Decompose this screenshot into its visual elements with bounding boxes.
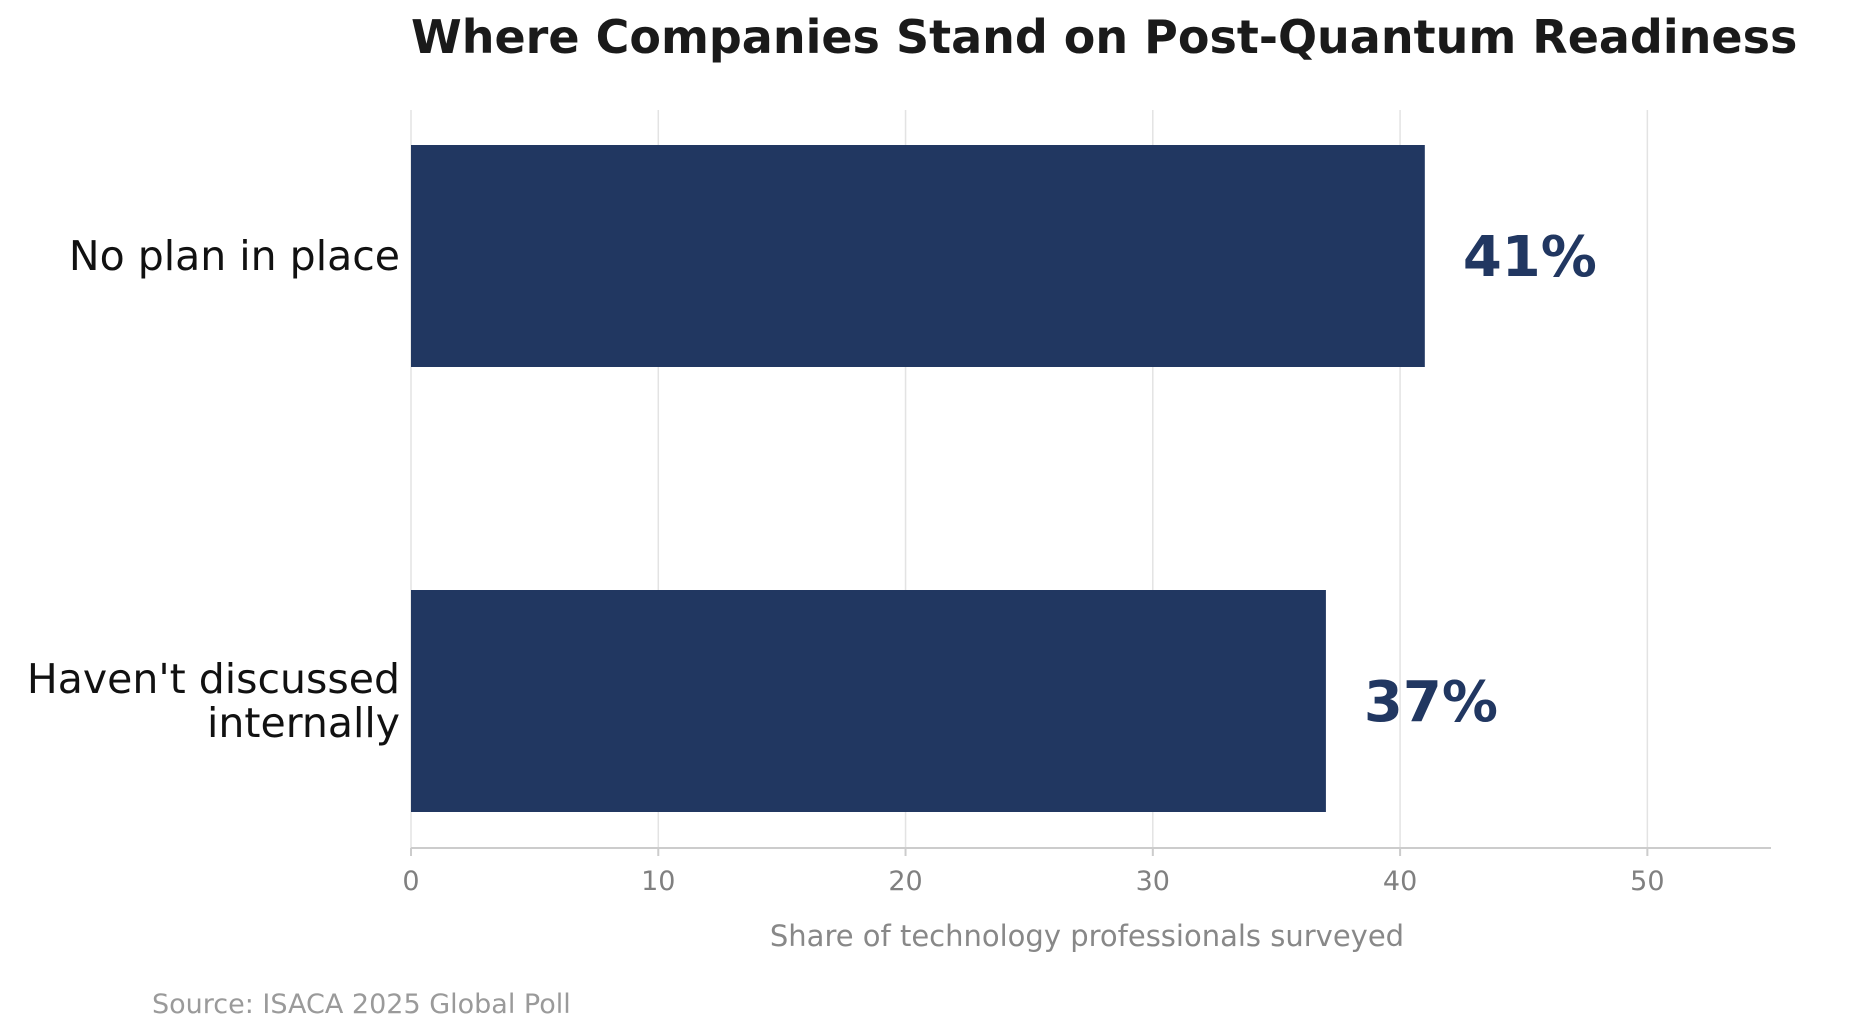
bar-0 — [411, 145, 1425, 367]
x-tick-label-0: 0 — [402, 866, 419, 897]
value-label-1: 37% — [1364, 670, 1498, 735]
x-axis-title: Share of technology professionals survey… — [770, 919, 1404, 953]
x-axis: 0 10 20 30 40 50 — [402, 847, 1771, 897]
bars — [411, 145, 1425, 812]
x-tick-label-20: 20 — [888, 866, 922, 897]
bar-1 — [411, 590, 1326, 812]
category-label-1: Haven't discussed internally — [27, 655, 400, 747]
x-tick-label-30: 30 — [1136, 866, 1170, 897]
x-tick-label-40: 40 — [1383, 866, 1417, 897]
source-note: Source: ISACA 2025 Global Poll — [152, 989, 571, 1020]
x-tick-label-10: 10 — [641, 866, 675, 897]
labels: 41% No plan in place 37% Haven't discussed i… — [27, 225, 1597, 747]
value-label-0: 41% — [1463, 225, 1597, 290]
chart-title: Where Companies Stand on Post-Quantum Re… — [411, 10, 1797, 64]
category-label-0: No plan in place — [69, 232, 400, 280]
x-tick-label-50: 50 — [1630, 866, 1664, 897]
